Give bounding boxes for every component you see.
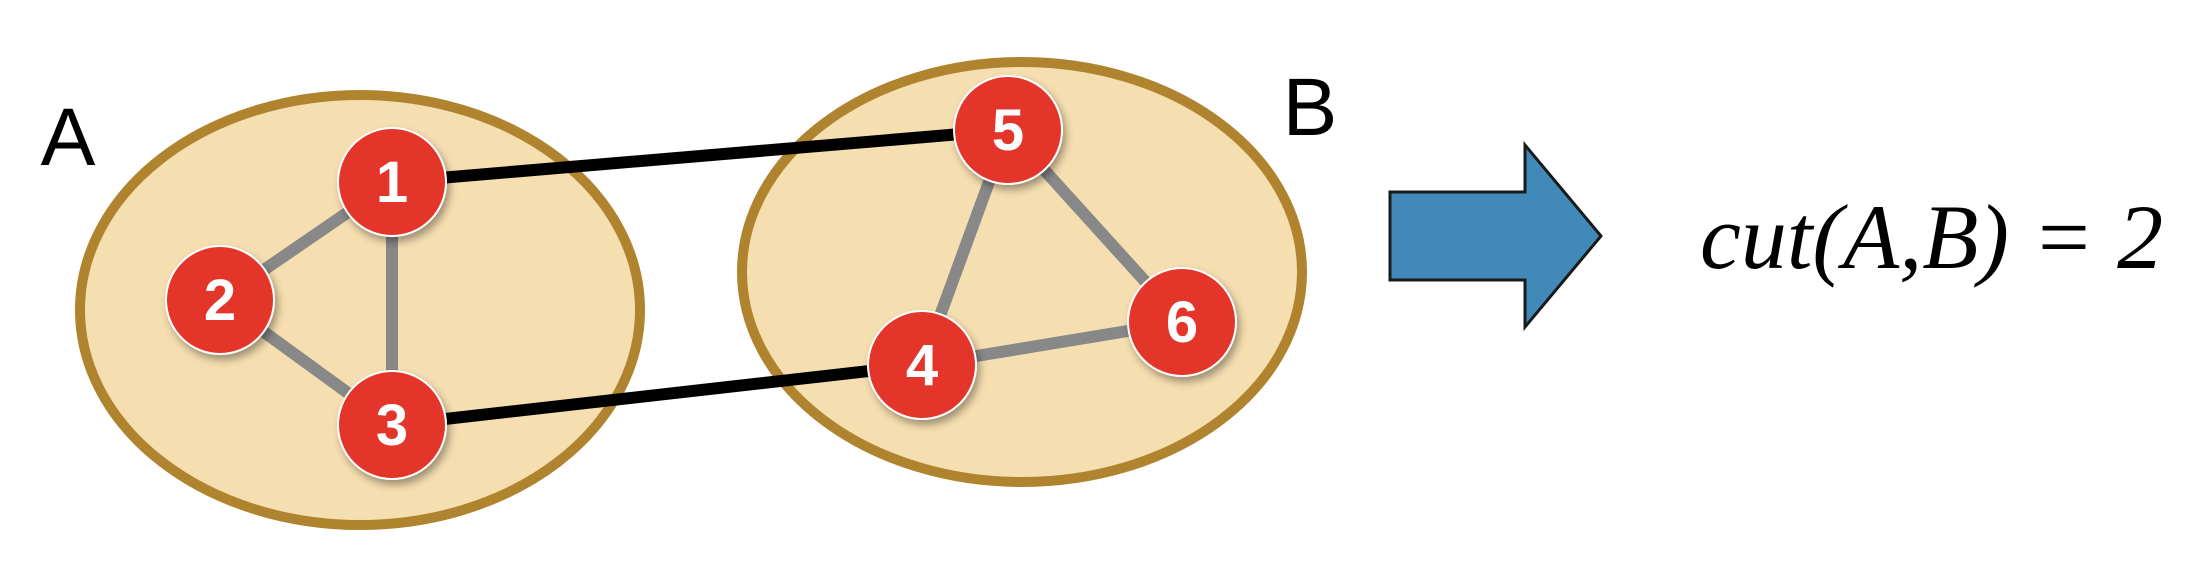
right-arrow-icon xyxy=(1388,140,1603,332)
node-2-label: 2 xyxy=(204,268,236,333)
node-2 xyxy=(165,245,275,355)
node-3 xyxy=(337,370,447,480)
node-1-label: 1 xyxy=(376,150,408,215)
cut-formula: cut(A,B) = 2 xyxy=(1700,186,2163,288)
set-b-label: B xyxy=(1283,62,1338,153)
node-4-label: 4 xyxy=(906,333,938,398)
cut-edge-3-4 xyxy=(391,359,923,431)
node-5-label: 5 xyxy=(992,98,1024,163)
node-6-label: 6 xyxy=(1166,290,1198,355)
node-1 xyxy=(337,127,447,237)
set-a-label: A xyxy=(41,92,96,183)
node-5 xyxy=(953,75,1063,185)
node-6 xyxy=(1127,267,1237,377)
node-3-label: 3 xyxy=(376,393,408,458)
node-4 xyxy=(867,310,977,420)
cut-edge-1-5 xyxy=(391,124,1009,188)
